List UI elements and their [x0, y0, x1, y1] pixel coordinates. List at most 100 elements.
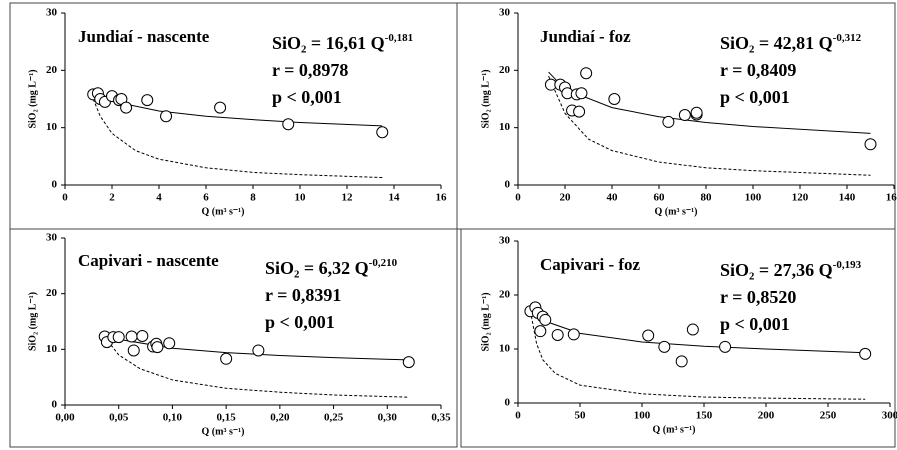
- data-point: [125, 330, 138, 343]
- x-axis-label: Q (m³ s⁻¹): [202, 426, 245, 437]
- x-tick-label: 0,30: [378, 412, 398, 424]
- y-tick-label: 0: [52, 179, 58, 191]
- y-axis-label: SiO₂ (mg L⁻¹): [27, 69, 38, 128]
- y-tick-label: 10: [46, 121, 58, 133]
- x-tick-label: 60: [654, 192, 666, 204]
- x-tick-label: 300: [882, 410, 897, 422]
- data-point: [539, 313, 552, 326]
- data-point: [675, 355, 688, 368]
- data-point: [376, 126, 389, 139]
- p-value: p < 0,001: [720, 87, 790, 107]
- x-tick-label: 0: [62, 192, 68, 204]
- x-tick-label: 0,05: [109, 412, 129, 424]
- equation-text: SiO₂ = 42,81 Q: [720, 33, 833, 53]
- equation-exponent: -0,181: [385, 32, 413, 44]
- y-axis-label: SiO₂ (mg L⁻¹): [480, 69, 491, 128]
- data-point: [252, 344, 265, 357]
- x-axis-label: Q (m³ s⁻¹): [655, 206, 698, 217]
- y-tick-label: 20: [46, 64, 58, 76]
- data-point: [551, 328, 564, 341]
- y-tick-label: 10: [46, 343, 58, 355]
- y-tick-label: 30: [499, 235, 511, 247]
- r-value: r = 0,8391: [265, 285, 341, 305]
- p-value: p < 0,001: [720, 314, 790, 334]
- equation-text: SiO₂ = 27,36 Q: [720, 260, 833, 280]
- y-tick-label: 10: [499, 343, 511, 355]
- x-tick-label: 14: [389, 192, 401, 204]
- data-point: [864, 138, 877, 151]
- data-point: [214, 101, 227, 114]
- data-point: [112, 331, 125, 344]
- x-tick-label: 10: [295, 192, 307, 204]
- x-tick-label: 2: [109, 192, 115, 204]
- equation: SiO₂ = 27,36 Q-0,193: [720, 259, 862, 281]
- x-tick-label: 16: [436, 192, 448, 204]
- equation: SiO₂ = 6,32 Q-0,210: [265, 257, 398, 279]
- y-tick-label: 20: [499, 64, 511, 76]
- x-tick-label: 100: [634, 410, 651, 422]
- equation-text: SiO₂ = 6,32 Q: [265, 258, 369, 278]
- fit-curve: [548, 71, 871, 134]
- dilution-curve: [92, 98, 383, 179]
- data-point: [163, 337, 176, 350]
- data-point: [160, 110, 173, 123]
- y-tick-label: 0: [52, 399, 58, 411]
- x-tick-label: 0,00: [55, 412, 75, 424]
- dilution-curve: [548, 75, 871, 176]
- data-point: [662, 115, 675, 128]
- data-point: [402, 356, 415, 369]
- panel-frame: [460, 228, 896, 448]
- data-point: [658, 340, 671, 353]
- panel-title: Capivari - nascente: [78, 251, 219, 270]
- equation: SiO₂ = 16,61 Q-0,181: [272, 32, 413, 54]
- x-tick-label: 250: [820, 410, 837, 422]
- y-tick-label: 0: [505, 179, 511, 191]
- r-value: r = 0,8520: [720, 287, 796, 307]
- x-tick-label: 0,10: [163, 412, 183, 424]
- x-tick-label: 0: [515, 410, 521, 422]
- x-tick-label: 0,20: [270, 412, 290, 424]
- y-tick-label: 30: [46, 232, 58, 244]
- x-tick-label: 100: [745, 192, 762, 204]
- equation-exponent: -0,312: [833, 32, 862, 44]
- x-tick-label: 0,35: [431, 412, 451, 424]
- data-point: [567, 328, 580, 341]
- y-axis-label: SiO₂ (mg L⁻¹): [27, 292, 38, 351]
- equation-exponent: -0,193: [833, 259, 862, 271]
- x-tick-label: 6: [203, 192, 209, 204]
- data-point: [573, 105, 586, 118]
- x-tick-label: 200: [758, 410, 775, 422]
- x-axis-label: Q (m³ s⁻¹): [202, 206, 245, 217]
- panel-title: Jundiaí - foz: [540, 27, 631, 46]
- data-point: [580, 67, 593, 80]
- p-value: p < 0,001: [272, 87, 342, 107]
- y-tick-label: 30: [46, 7, 58, 19]
- y-axis-label: SiO₂ (mg L⁻¹): [480, 292, 491, 351]
- x-tick-label: 4: [156, 192, 162, 204]
- data-point: [575, 87, 588, 100]
- panel-title: Capivari - foz: [540, 255, 641, 274]
- data-point: [141, 94, 154, 107]
- x-axis-label: Q (m³ s⁻¹): [653, 424, 696, 435]
- x-tick-label: 0,15: [217, 412, 237, 424]
- data-point: [151, 341, 164, 354]
- y-tick-label: 10: [499, 121, 511, 133]
- x-tick-label: 50: [575, 410, 587, 422]
- data-point: [534, 325, 547, 338]
- x-tick-label: 160: [886, 192, 897, 204]
- equation-exponent: -0,210: [369, 257, 398, 269]
- data-point: [608, 93, 621, 105]
- x-tick-label: 150: [696, 410, 713, 422]
- x-tick-label: 12: [342, 192, 354, 204]
- x-tick-label: 120: [792, 192, 809, 204]
- data-point: [220, 352, 233, 365]
- p-value: p < 0,001: [265, 312, 335, 332]
- data-point: [127, 344, 140, 357]
- data-point: [642, 329, 655, 342]
- dilution-curve: [104, 336, 409, 398]
- equation-text: SiO₂ = 16,61 Q: [272, 33, 385, 53]
- x-tick-label: 140: [839, 192, 856, 204]
- data-point: [678, 109, 691, 122]
- x-tick-label: 80: [701, 192, 713, 204]
